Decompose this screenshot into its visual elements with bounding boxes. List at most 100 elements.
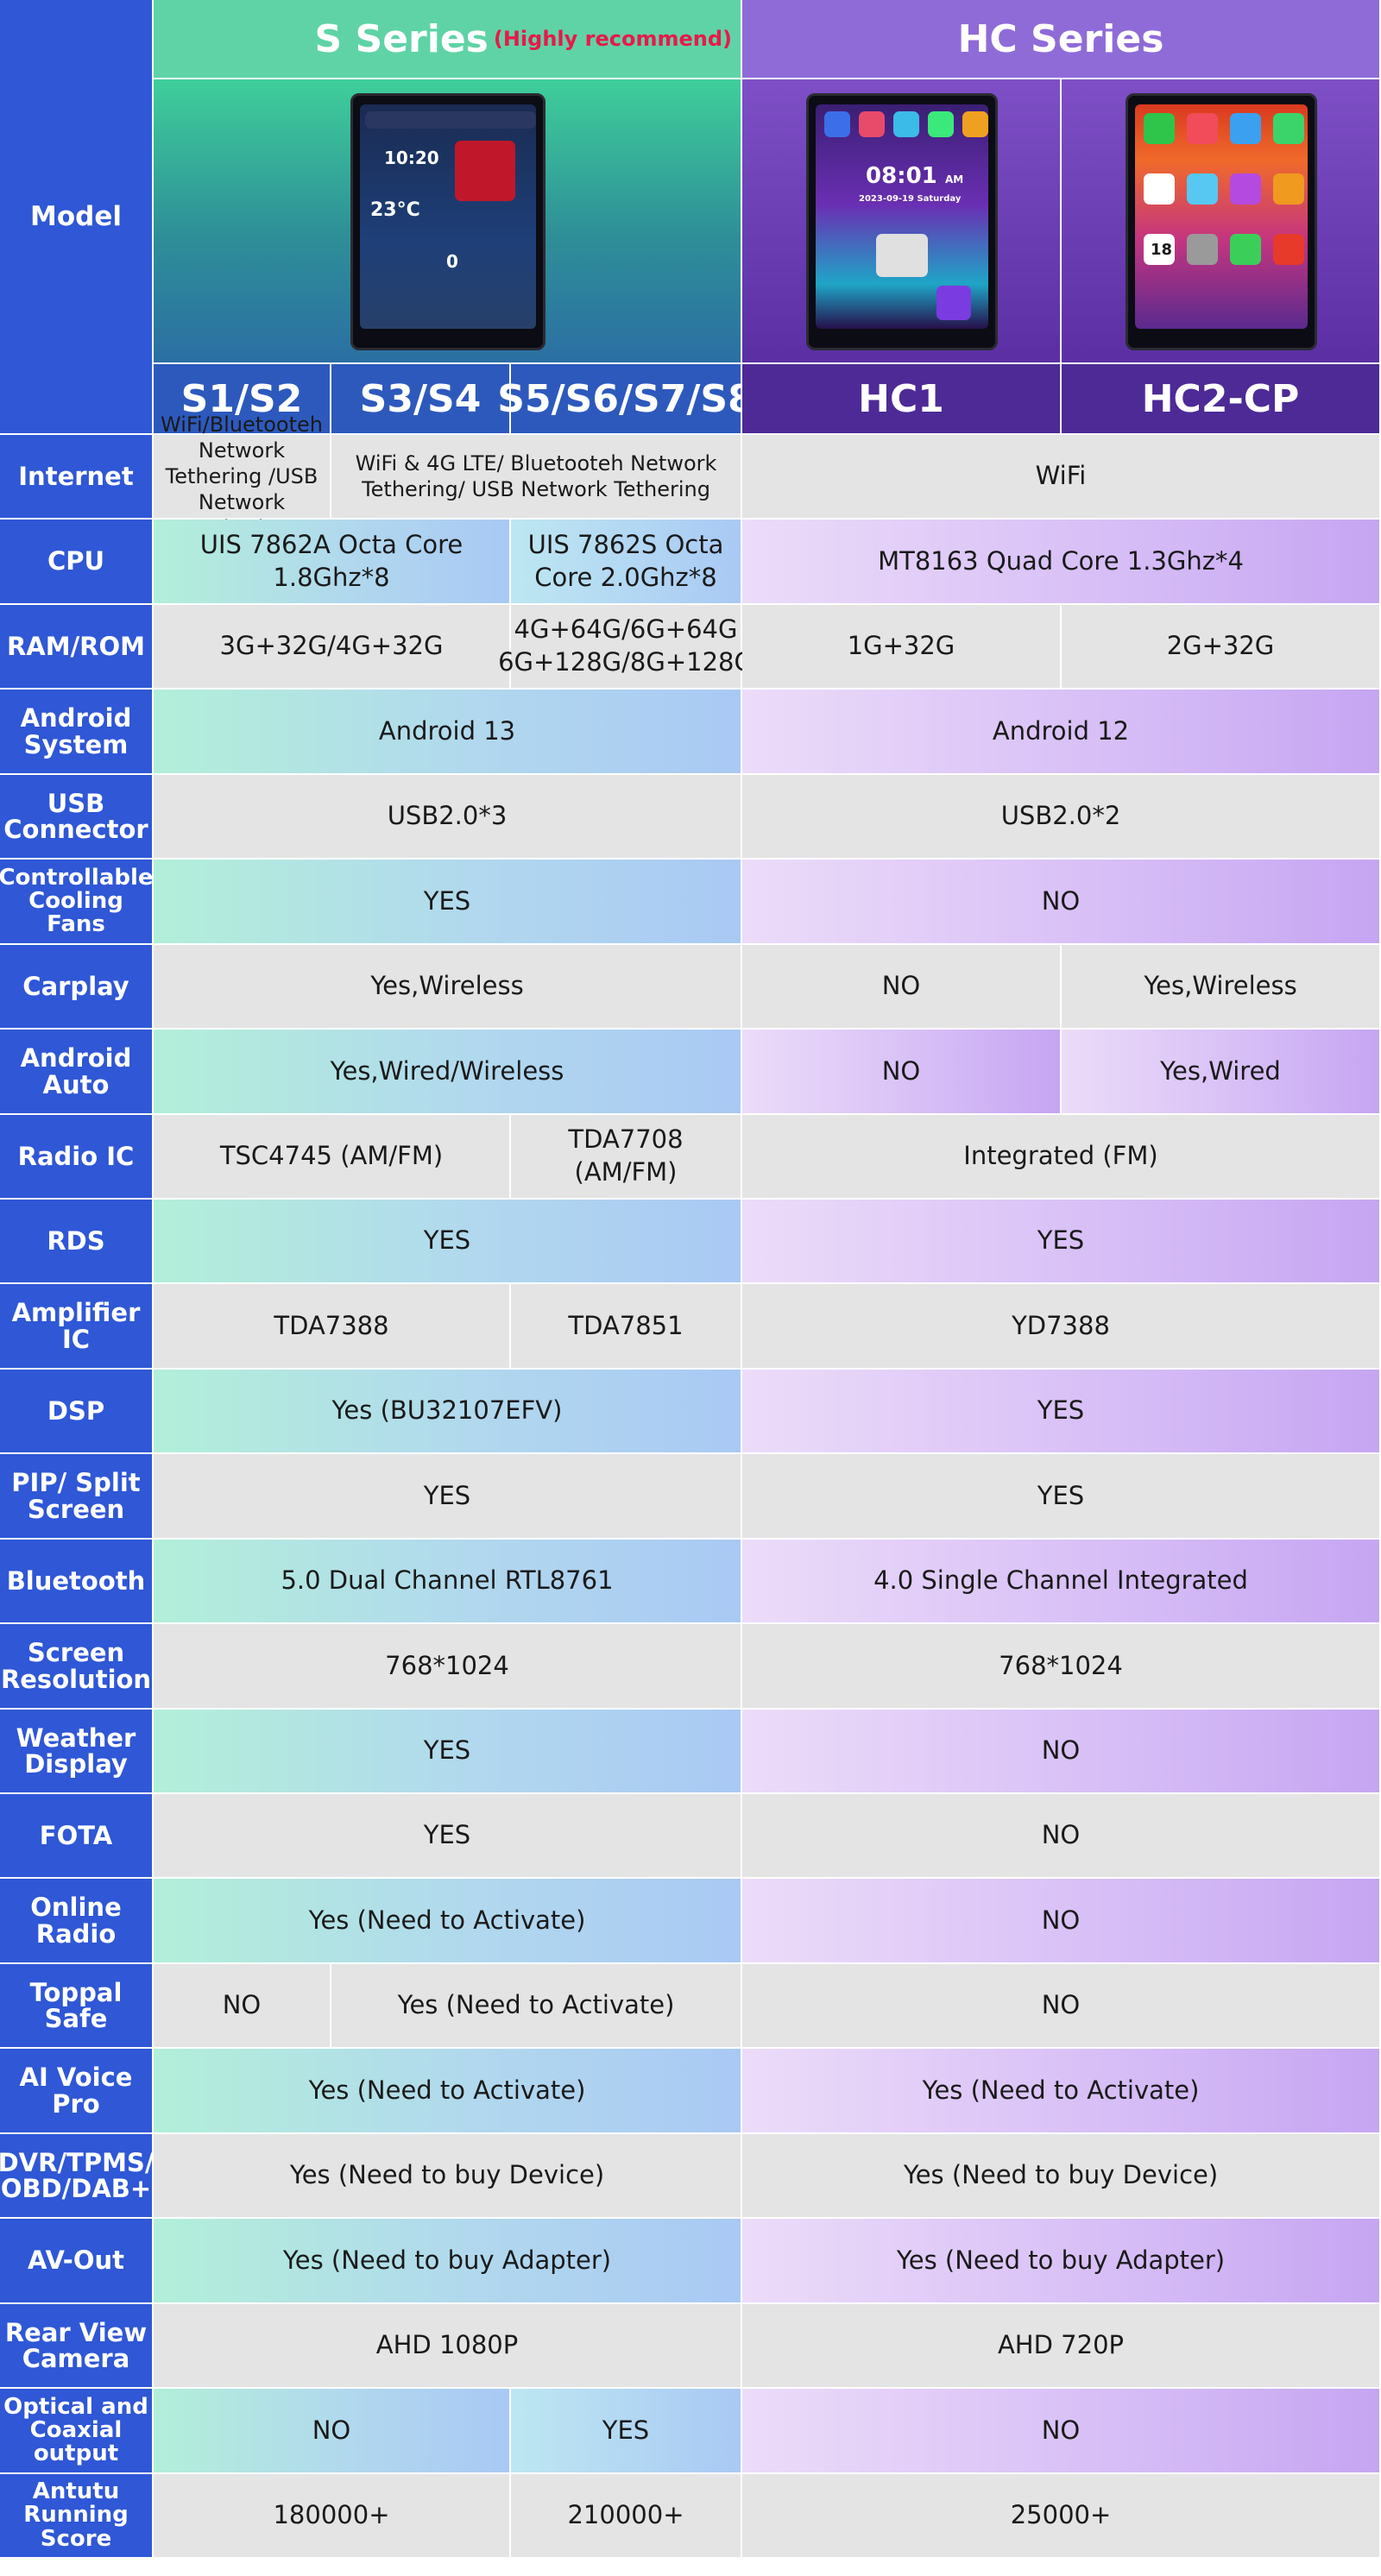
hc1-product-image: 08:01 AM 2023-09-19 Saturday — [742, 79, 1062, 364]
row-cell: Yes (BU32107EFV) — [154, 1370, 742, 1454]
app-tile-icon — [876, 234, 928, 277]
app-tile-icon — [936, 286, 971, 320]
model-name-2: S5/S6/S7/S8 — [497, 364, 754, 435]
app-tile-icon — [365, 111, 536, 129]
row-cell: NO — [154, 2389, 511, 2474]
model-name-3: HC1 — [742, 364, 1062, 435]
app-tile-icon — [1273, 113, 1304, 144]
s-series-title: S Series — [314, 16, 489, 61]
row-label: Rear View Camera — [0, 2304, 154, 2389]
row-cell: Yes (Need to Activate) — [154, 2049, 742, 2134]
hc1-screen-date: 2023-09-19 Saturday — [859, 194, 962, 204]
row-label: Radio IC — [0, 1115, 154, 1200]
row-cell: NO — [742, 1710, 1381, 1794]
row-cell: YES — [511, 2389, 742, 2474]
row-cell: Integrated (FM) — [742, 1115, 1381, 1200]
row-cell: AHD 720P — [742, 2304, 1381, 2389]
row-cell: NO — [742, 860, 1381, 945]
row-label: Antutu Running Score — [0, 2474, 154, 2559]
row-cell: Android 13 — [154, 690, 742, 775]
row-label: Online Radio — [0, 1879, 154, 1964]
row-cell: USB2.0*2 — [742, 775, 1381, 860]
row-label: Toppal Safe — [0, 1964, 154, 2049]
hc-series-header: HC Series — [742, 0, 1381, 79]
row-label: AV-Out — [0, 2219, 154, 2304]
app-tile-icon — [455, 141, 515, 201]
row-cell: YES — [154, 1454, 742, 1540]
row-cell: Yes (Need to buy Device) — [154, 2134, 742, 2219]
row-cell: 25000+ — [742, 2474, 1381, 2559]
row-cell: 768*1024 — [154, 1624, 742, 1710]
hc1-screen-time: 08:01 — [866, 163, 937, 189]
row-cell: Yes,Wireless — [1062, 945, 1381, 1030]
s-series-header: S Series (Highly recommend) — [154, 0, 742, 79]
app-tile-icon — [1144, 173, 1175, 205]
s-screen-gauge: 0 — [446, 251, 458, 272]
row-cell: 1G+32G — [742, 605, 1062, 690]
row-cell: NO — [742, 945, 1062, 1030]
row-cell: NO — [742, 1964, 1381, 2049]
app-tile-icon — [1273, 173, 1304, 205]
row-label: DSP — [0, 1370, 154, 1454]
app-tile-icon — [962, 111, 988, 137]
app-tile-icon — [1230, 173, 1261, 205]
row-cell: Android 12 — [742, 690, 1381, 775]
s-screen-time: 10:20 — [384, 148, 439, 168]
row-label: PIP/ Split Screen — [0, 1454, 154, 1540]
row-label: USB Connector — [0, 775, 154, 860]
row-label: Weather Display — [0, 1710, 154, 1794]
hc2-calendar-day: 18 — [1151, 241, 1173, 259]
recommend-note: (Highly recommend) — [493, 27, 732, 51]
row-label: Android Auto — [0, 1030, 154, 1115]
app-tile-icon — [1144, 234, 1175, 265]
hc2-device: 18 — [1126, 93, 1317, 350]
row-cell: Yes,Wired — [1062, 1030, 1381, 1115]
row-label: RAM/ROM — [0, 605, 154, 690]
row-label: Android System — [0, 690, 154, 775]
row-cell: Yes (Need to Activate) — [742, 2049, 1381, 2134]
model-label: Model — [0, 0, 154, 435]
hc1-screen-ampm: AM — [945, 173, 964, 186]
row-cell: TDA7388 — [154, 1284, 511, 1370]
row-cell: AHD 1080P — [154, 2304, 742, 2389]
row-label: Carplay — [0, 945, 154, 1030]
app-tile-icon — [1187, 113, 1218, 144]
row-cell: 5.0 Dual Channel RTL8761 — [154, 1540, 742, 1624]
row-cell: Yes,Wired/Wireless — [154, 1030, 742, 1115]
row-cell: WiFi/Bluetooteh Network Tethering /USB N… — [154, 413, 331, 540]
row-cell: 2G+32G — [1062, 605, 1381, 690]
row-cell: UIS 7862S Octa Core 2.0Ghz*8 — [511, 520, 742, 605]
row-cell: YES — [154, 1710, 742, 1794]
row-label: DVR/TPMS/ OBD/DAB+ — [0, 2134, 154, 2219]
row-cell: 180000+ — [154, 2474, 511, 2559]
app-tile-icon — [1144, 113, 1175, 144]
s-series-device: 10:20 23°C 0 — [350, 93, 545, 350]
row-cell: Yes,Wireless — [154, 945, 742, 1030]
row-cell: 210000+ — [511, 2474, 742, 2559]
row-cell: YES — [154, 860, 742, 945]
row-cell: USB2.0*3 — [154, 775, 742, 860]
row-cell: YES — [154, 1794, 742, 1879]
row-label: Optical and Coaxial output — [0, 2389, 154, 2474]
row-label: RDS — [0, 1200, 154, 1284]
row-cell: NO — [154, 1964, 331, 2049]
hc1-device: 08:01 AM 2023-09-19 Saturday — [806, 93, 998, 350]
row-label: CPU — [0, 520, 154, 605]
row-cell: YES — [742, 1370, 1381, 1454]
row-cell: 3G+32G/4G+32G — [154, 605, 511, 690]
row-cell: NO — [742, 1879, 1381, 1964]
row-cell: YD7388 — [742, 1284, 1381, 1370]
row-cell: WiFi & 4G LTE/ Bluetooteh Network Tether… — [331, 435, 742, 520]
app-tile-icon — [893, 111, 919, 137]
app-tile-icon — [928, 111, 954, 137]
row-cell: YES — [742, 1200, 1381, 1284]
row-label: Amplifier IC — [0, 1284, 154, 1370]
row-cell: Yes (Need to buy Adapter) — [154, 2219, 742, 2304]
row-cell: TDA7708 (AM/FM) — [511, 1115, 742, 1200]
model-name-4: HC2-CP — [1062, 364, 1381, 435]
row-label: AI Voice Pro — [0, 2049, 154, 2134]
row-cell: TSC4745 (AM/FM) — [154, 1115, 511, 1200]
row-cell: YES — [154, 1200, 742, 1284]
s-screen-temp: 23°C — [370, 199, 420, 221]
